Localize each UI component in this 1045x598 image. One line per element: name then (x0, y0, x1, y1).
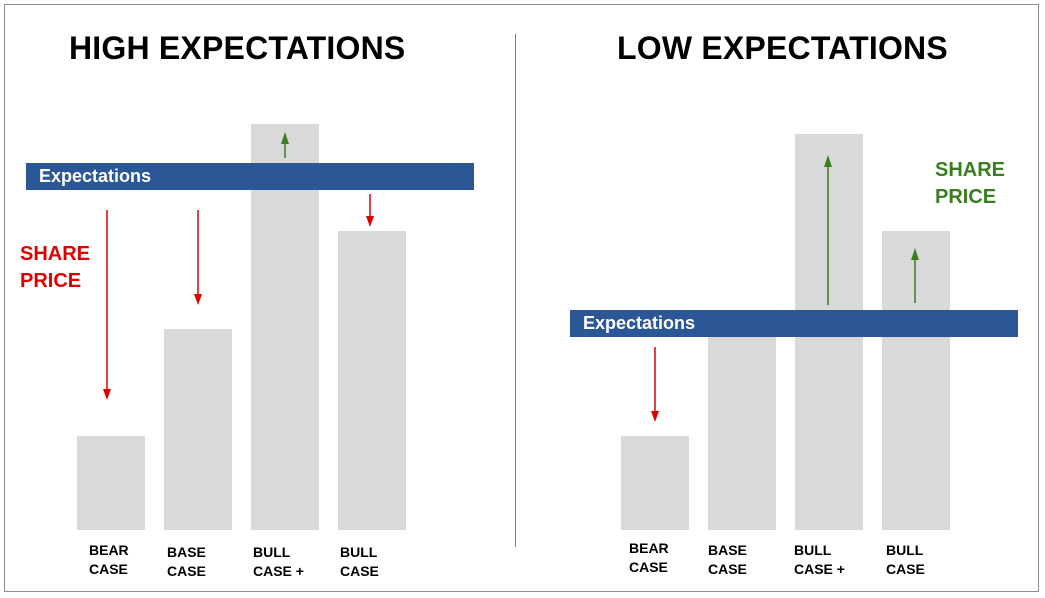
left-bear-down-arrow (103, 210, 111, 400)
right-bull-up-arrow (911, 248, 919, 303)
right-bull-plus-up-arrow (824, 155, 832, 305)
right-category-bull-case-plus: BULL CASE + (794, 541, 845, 579)
right-category-bull-case-plus-line-1: BULL (794, 542, 832, 558)
left-base-down-arrow (194, 210, 202, 305)
right-category-bear-case-line-1: BEAR (629, 540, 669, 556)
right-category-bull-case-plus-line-2: CASE + (794, 561, 845, 577)
left-expectations-label: Expectations (39, 166, 152, 186)
left-bar-bull-case (338, 231, 406, 530)
left-category-bull-case-plus-line-1: BULL (253, 544, 291, 560)
left-share-price-line-2: PRICE (20, 270, 82, 292)
left-expectations-bar: Expectations (26, 163, 474, 190)
right-category-bear-case-line-2: CASE (629, 559, 668, 575)
left-category-bull-case: BULL CASE (340, 543, 379, 581)
left-panel-title: HIGH EXPECTATIONS (69, 30, 406, 66)
left-category-base-case-line-1: BASE (167, 544, 206, 560)
right-share-price-label: SHARE PRICE (935, 157, 1005, 211)
diagram-frame (4, 4, 1039, 592)
right-category-base-case-line-2: CASE (708, 561, 747, 577)
right-bar-bear-case (621, 436, 689, 530)
left-category-bull-case-plus: BULL CASE + (253, 543, 304, 581)
left-bar-base-case (164, 329, 232, 530)
right-share-price-line-1: SHARE (935, 159, 1006, 181)
right-category-base-case: BASE CASE (708, 541, 747, 579)
left-share-price-line-1: SHARE (20, 243, 91, 265)
right-share-price-line-2: PRICE (935, 186, 997, 208)
left-category-bear-case-line-2: CASE (89, 561, 128, 577)
right-category-bear-case: BEAR CASE (629, 539, 669, 577)
left-share-price-label: SHARE PRICE (20, 241, 90, 295)
left-category-base-case-line-2: CASE (167, 563, 206, 579)
left-bull-down-arrow (366, 194, 374, 227)
right-category-base-case-line-1: BASE (708, 542, 747, 558)
panel-divider (515, 34, 516, 547)
right-bar-base-case (708, 336, 776, 530)
left-category-bull-case-plus-line-2: CASE + (253, 563, 304, 579)
right-bar-bull-case (882, 231, 950, 530)
right-panel-title: LOW EXPECTATIONS (617, 30, 948, 66)
left-category-bear-case: BEAR CASE (89, 541, 129, 579)
left-bar-bull-case-plus (251, 124, 319, 530)
right-expectations-label: Expectations (583, 313, 696, 333)
right-category-bull-case: BULL CASE (886, 541, 925, 579)
right-category-bull-case-line-2: CASE (886, 561, 925, 577)
left-bull-plus-up-arrow (281, 132, 289, 158)
left-category-bull-case-line-2: CASE (340, 563, 379, 579)
left-category-base-case: BASE CASE (167, 543, 206, 581)
left-category-bull-case-line-1: BULL (340, 544, 378, 560)
left-category-bear-case-line-1: BEAR (89, 542, 129, 558)
left-bar-bear-case (77, 436, 145, 530)
right-category-bull-case-line-1: BULL (886, 542, 924, 558)
right-expectations-bar: Expectations (570, 310, 1018, 337)
right-bear-down-arrow (651, 347, 659, 422)
